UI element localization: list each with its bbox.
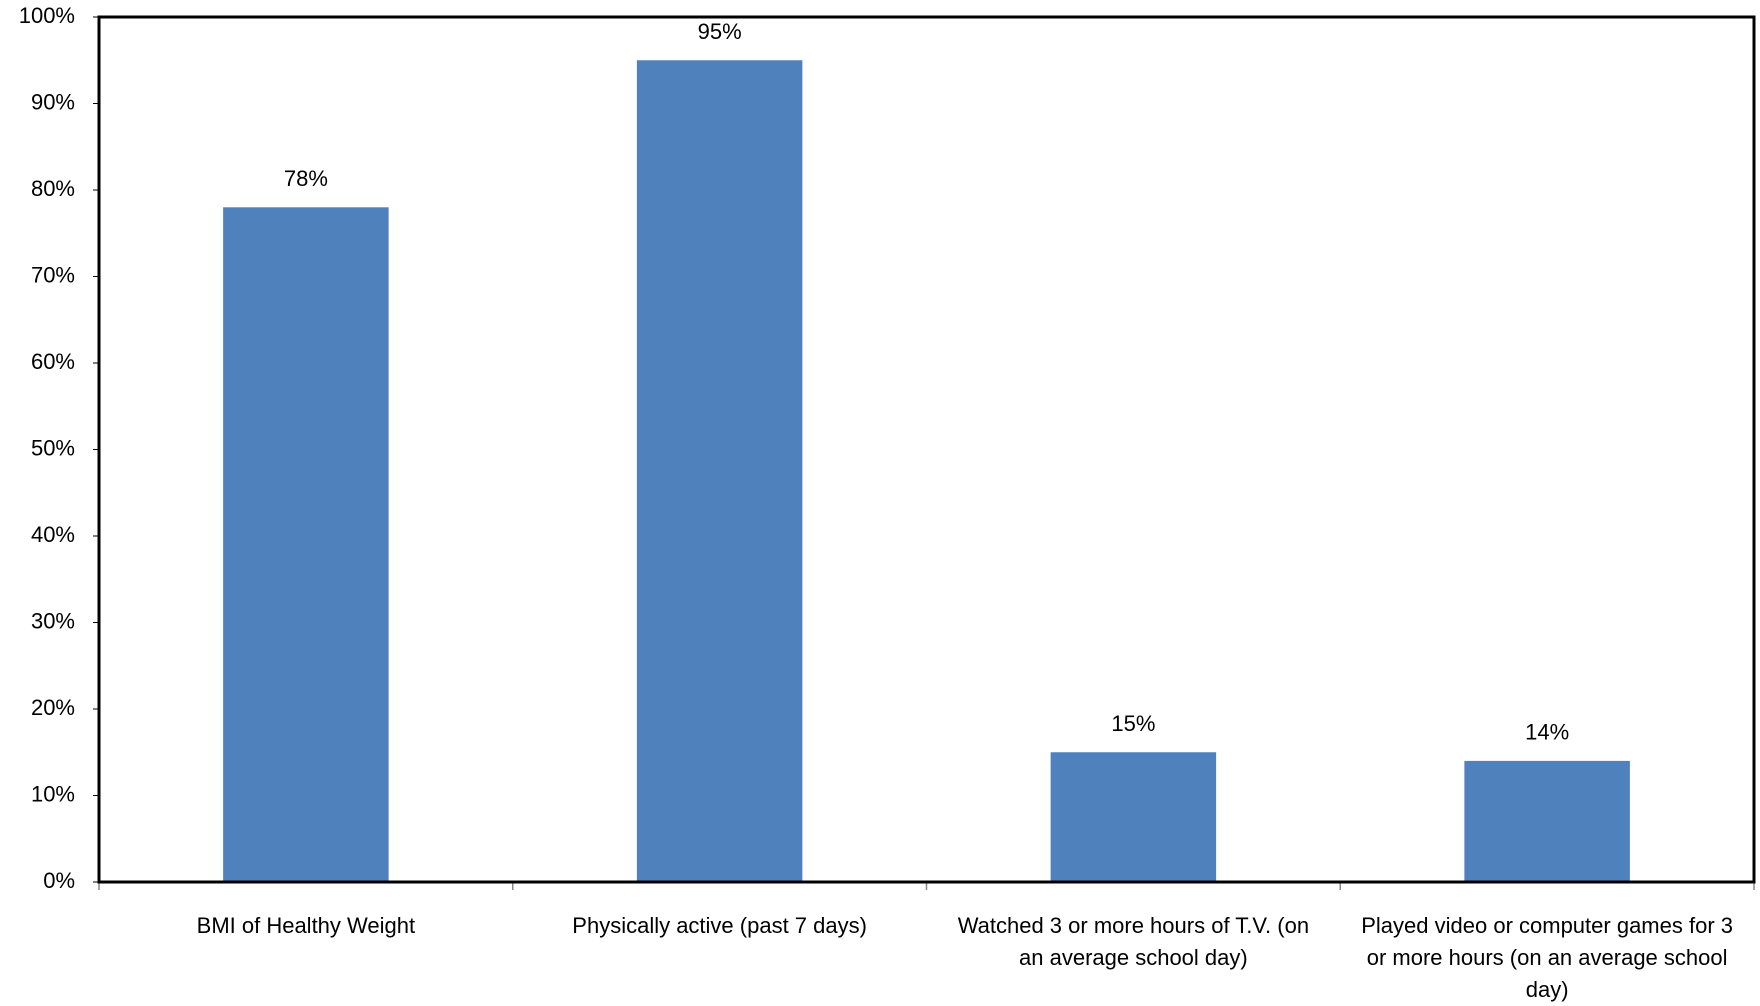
value-label: 95% [698, 19, 742, 44]
bar [1050, 752, 1217, 882]
y-tick-label: 100% [19, 3, 75, 28]
y-tick-label: 60% [31, 349, 75, 374]
value-label: 14% [1525, 720, 1569, 745]
plot-frame [97, 15, 1756, 884]
y-tick-label: 50% [31, 435, 75, 460]
y-tick-label: 20% [31, 695, 75, 720]
y-tick-label: 40% [31, 522, 75, 547]
y-tick-label: 90% [31, 89, 75, 114]
value-label: 78% [284, 166, 328, 191]
y-tick-label: 0% [43, 868, 75, 893]
value-label: 15% [1111, 711, 1155, 736]
x-tick-label: Watched 3 or more hours of T.V. (on an a… [957, 913, 1310, 970]
y-tick-label: 80% [31, 176, 75, 201]
x-tick-label: BMI of Healthy Weight [196, 913, 416, 938]
bar [636, 60, 803, 882]
x-tick-label: Physically active (past 7 days) [572, 913, 867, 938]
y-tick-label: 30% [31, 608, 75, 633]
x-tick-label: Played video or computer games for 3 or … [1361, 913, 1733, 1002]
y-tick-label: 10% [31, 781, 75, 806]
bar [223, 207, 389, 883]
bar [1464, 760, 1630, 882]
y-tick-label: 70% [31, 262, 75, 287]
